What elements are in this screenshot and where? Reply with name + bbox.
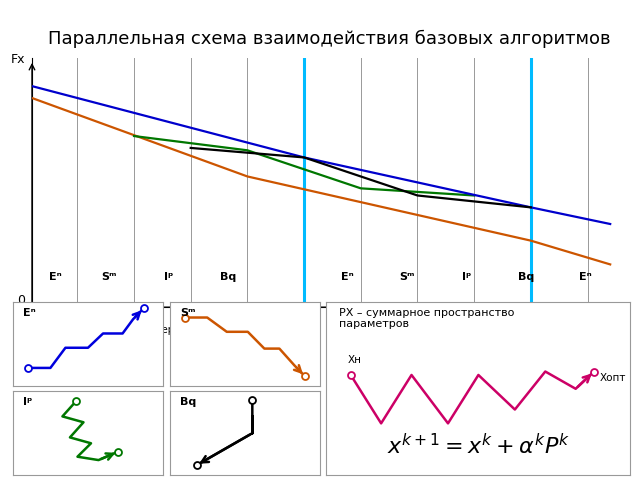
Text: 0: 0 bbox=[17, 294, 25, 307]
Text: Sᵐ: Sᵐ bbox=[102, 272, 117, 282]
Text: третий  шаг: третий шаг bbox=[548, 324, 611, 335]
Text: $x^{k+1} = x^k + \alpha^k P^k$: $x^{k+1} = x^k + \alpha^k P^k$ bbox=[387, 433, 570, 458]
Text: Xопт: Xопт bbox=[600, 373, 627, 383]
Text: Iᵖ: Iᵖ bbox=[462, 272, 471, 282]
Text: Eⁿ: Eⁿ bbox=[341, 272, 354, 282]
Text: Bq: Bq bbox=[220, 272, 237, 282]
Text: Iᵖ: Iᵖ bbox=[164, 272, 173, 282]
Title: Параллельная схема взаимодействия базовых алгоритмов: Параллельная схема взаимодействия базовы… bbox=[48, 29, 611, 48]
Text: Eⁿ: Eⁿ bbox=[579, 272, 592, 282]
Text: Bq: Bq bbox=[180, 397, 196, 407]
Text: PX – суммарное пространство
параметров: PX – суммарное пространство параметров bbox=[339, 308, 514, 329]
Text: Xн: Xн bbox=[348, 355, 362, 365]
Text: Sᵐ: Sᵐ bbox=[180, 308, 196, 318]
Text: Eⁿ: Eⁿ bbox=[49, 272, 62, 282]
Text: Fx: Fx bbox=[10, 53, 25, 66]
Text: Sᵐ: Sᵐ bbox=[399, 272, 415, 282]
Text: Iᵖ: Iᵖ bbox=[23, 397, 33, 407]
Text: первый итеративный шаг: первый итеративный шаг bbox=[108, 324, 241, 335]
Text: второй  итеративный шаг: второй итеративный шаг bbox=[334, 324, 468, 335]
Text: Bq: Bq bbox=[518, 272, 534, 282]
Text: Eⁿ: Eⁿ bbox=[23, 308, 36, 318]
